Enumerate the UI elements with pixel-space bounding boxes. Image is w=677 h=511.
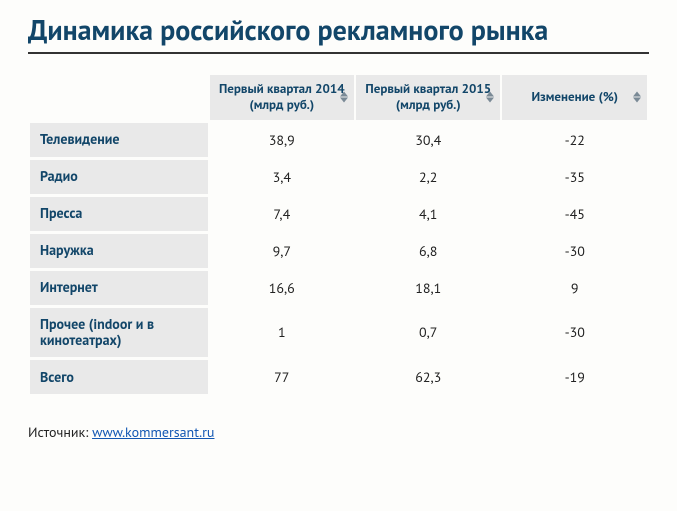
column-header-change[interactable]: Изменение (%) (502, 75, 647, 120)
column-header-q1-2015[interactable]: Первый квартал 2015 (млрд руб.) (356, 75, 500, 120)
table-row: Наружка 9,7 6,8 -30 (30, 234, 647, 268)
table-row: Интернет 16,6 18,1 9 (30, 271, 647, 305)
cell-value: 16,6 (210, 271, 354, 305)
market-dynamics-table: Первый квартал 2014 (млрд руб.) Первый к… (28, 72, 649, 397)
cell-value: 18,1 (356, 271, 500, 305)
source-link[interactable]: www.kommersant.ru (92, 423, 214, 441)
row-label: Наружка (30, 234, 208, 268)
cell-value: 2,2 (356, 160, 500, 194)
cell-value: -45 (502, 197, 647, 231)
cell-value: 62,3 (356, 360, 500, 394)
column-header-label: Изменение (%) (531, 88, 618, 105)
cell-value: 6,8 (356, 234, 500, 268)
cell-value: 77 (210, 360, 354, 394)
cell-value: 1 (210, 308, 354, 358)
cell-value: -30 (502, 234, 647, 268)
column-header-label: Первый квартал 2014 (млрд руб.) (219, 80, 345, 113)
cell-value: 4,1 (356, 197, 500, 231)
row-label: Радио (30, 160, 208, 194)
sort-icon[interactable] (633, 92, 641, 103)
source-line: Источник: www.kommersant.ru (28, 423, 649, 441)
table-row: Радио 3,4 2,2 -35 (30, 160, 647, 194)
cell-value: -35 (502, 160, 647, 194)
cell-value: 30,4 (356, 123, 500, 157)
sort-icon[interactable] (340, 92, 348, 103)
page-title: Динамика российского рекламного рынка (28, 14, 649, 46)
cell-value: -19 (502, 360, 647, 394)
table-row: Прочее (indoor и в кинотеатрах) 1 0,7 -3… (30, 308, 647, 358)
cell-value: 7,4 (210, 197, 354, 231)
cell-value: 0,7 (356, 308, 500, 358)
table-row: Телевидение 38,9 30,4 -22 (30, 123, 647, 157)
column-header-q1-2014[interactable]: Первый квартал 2014 (млрд руб.) (210, 75, 354, 120)
row-label: Интернет (30, 271, 208, 305)
cell-value: -30 (502, 308, 647, 358)
row-label: Всего (30, 360, 208, 394)
source-prefix: Источник: (28, 423, 88, 441)
cell-value: 3,4 (210, 160, 354, 194)
cell-value: 38,9 (210, 123, 354, 157)
sort-icon[interactable] (486, 92, 494, 103)
column-header-label: Первый квартал 2015 (млрд руб.) (365, 80, 491, 113)
table-row: Пресса 7,4 4,1 -45 (30, 197, 647, 231)
row-label: Пресса (30, 197, 208, 231)
cell-value: 9,7 (210, 234, 354, 268)
row-label: Телевидение (30, 123, 208, 157)
title-divider (28, 52, 649, 54)
table-row: Всего 77 62,3 -19 (30, 360, 647, 394)
row-label: Прочее (indoor и в кинотеатрах) (30, 308, 208, 358)
cell-value: -22 (502, 123, 647, 157)
cell-value: 9 (502, 271, 647, 305)
column-header-blank (30, 75, 208, 120)
